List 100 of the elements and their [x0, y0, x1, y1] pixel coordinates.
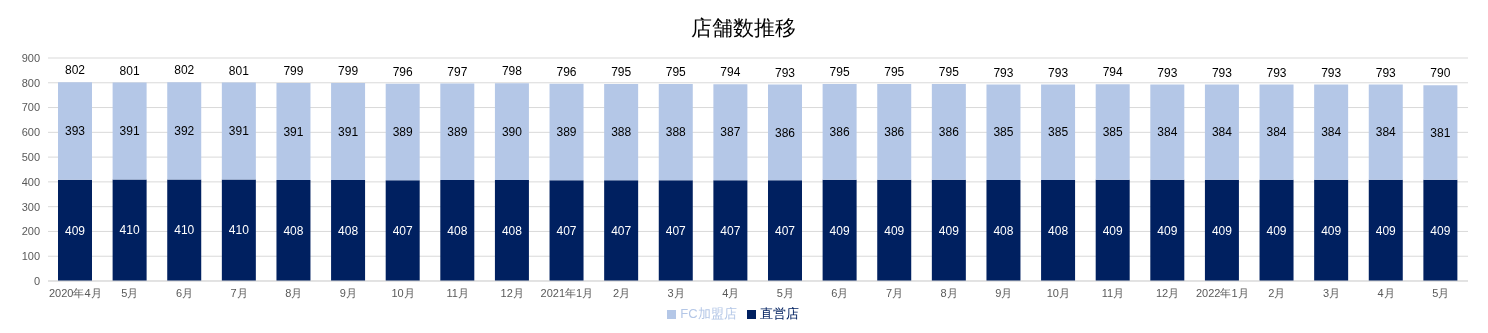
bar	[931, 84, 966, 180]
data-label: 389	[392, 125, 414, 140]
bar	[1041, 179, 1076, 281]
bar	[385, 180, 420, 281]
data-label: 409	[884, 223, 905, 238]
x-tick-label: 5月	[776, 286, 794, 299]
x-tick-label: 6月	[831, 286, 849, 299]
data-label: 409	[1157, 223, 1178, 238]
bar	[604, 180, 639, 281]
bar	[822, 84, 857, 180]
total-label: 795	[884, 65, 905, 80]
data-label: 391	[119, 124, 140, 139]
x-tick-label: 2020年4月	[49, 286, 102, 299]
bar	[385, 83, 420, 181]
x-tick-label: 11月	[1101, 286, 1125, 299]
legend-label: 直営店	[759, 306, 799, 321]
bar	[1150, 84, 1185, 180]
bar	[1204, 84, 1239, 180]
bar	[221, 179, 256, 281]
data-label: 391	[228, 124, 250, 139]
y-tick-label: 900	[21, 51, 40, 64]
bar	[1368, 179, 1403, 281]
x-tick-label: 2022年1月	[1195, 286, 1249, 299]
data-label: 386	[829, 125, 850, 140]
data-label: 388	[665, 125, 687, 140]
bar	[877, 179, 912, 281]
data-label: 407	[665, 223, 687, 238]
bar	[494, 179, 529, 281]
total-label: 795	[938, 65, 960, 80]
total-label: 794	[720, 65, 741, 80]
data-label: 386	[884, 125, 905, 140]
data-label: 408	[447, 223, 468, 238]
data-label: 407	[556, 223, 577, 238]
total-label: 793	[774, 65, 796, 80]
y-tick-label: 0	[33, 274, 40, 287]
bar	[494, 83, 529, 180]
total-label: 802	[174, 63, 195, 78]
data-label: 385	[1102, 125, 1124, 140]
bar	[1368, 84, 1403, 180]
x-tick-label: 12月	[500, 286, 524, 299]
x-tick-label: 5月	[121, 286, 139, 299]
total-label: 796	[392, 64, 414, 79]
total-label: 797	[447, 64, 468, 79]
total-label: 801	[228, 63, 250, 78]
y-tick-label: 800	[21, 76, 40, 89]
x-tick-label: 12月	[1155, 286, 1180, 299]
data-label: 409	[1211, 223, 1233, 238]
bar	[1150, 179, 1185, 281]
data-label: 384	[1266, 125, 1287, 140]
total-label: 795	[665, 65, 687, 80]
data-label: 409	[64, 223, 86, 238]
total-label: 793	[1157, 65, 1178, 80]
bar	[1259, 84, 1294, 180]
bar	[658, 84, 693, 181]
bar	[331, 179, 366, 281]
total-label: 793	[1321, 65, 1342, 80]
bar	[58, 179, 92, 281]
data-label: 410	[174, 223, 195, 238]
x-tick-label: 7月	[230, 286, 248, 299]
data-label: 407	[611, 223, 632, 238]
data-label: 408	[1048, 223, 1069, 238]
data-label: 407	[774, 223, 796, 238]
bar	[1314, 84, 1349, 180]
data-label: 409	[1102, 223, 1124, 238]
x-tick-label: 10月	[391, 286, 415, 299]
bar	[1423, 85, 1458, 180]
bar	[768, 84, 802, 181]
chart-title: 店舗数推移	[689, 15, 797, 41]
bar	[604, 84, 639, 181]
data-label: 410	[119, 223, 140, 238]
data-label: 408	[338, 223, 359, 238]
data-label: 393	[64, 124, 86, 139]
total-label: 795	[611, 65, 632, 80]
total-label: 799	[283, 64, 304, 79]
bar	[58, 82, 92, 180]
bar	[1314, 179, 1349, 281]
bar	[276, 83, 311, 180]
total-label: 802	[64, 63, 86, 78]
total-label: 793	[1048, 65, 1069, 80]
x-tick-label: 9月	[995, 286, 1013, 299]
data-label: 389	[447, 124, 468, 139]
data-label: 409	[1266, 223, 1287, 238]
data-label: 384	[1211, 125, 1233, 140]
bar	[986, 84, 1021, 180]
data-label: 409	[1321, 223, 1342, 238]
bar	[549, 180, 584, 281]
x-tick-label: 2月	[1268, 286, 1286, 299]
data-label: 408	[283, 223, 304, 238]
bar	[931, 179, 966, 281]
bar	[713, 84, 748, 181]
data-label: 410	[228, 223, 250, 238]
x-tick-label: 5月	[1432, 286, 1450, 299]
x-tick-label: 3月	[1322, 286, 1341, 299]
bar	[1259, 179, 1294, 281]
y-tick-label: 200	[21, 225, 40, 238]
bar	[1041, 84, 1076, 180]
bar	[768, 180, 802, 281]
total-label: 793	[1375, 65, 1397, 80]
bar	[276, 179, 311, 281]
data-label: 408	[501, 223, 523, 238]
